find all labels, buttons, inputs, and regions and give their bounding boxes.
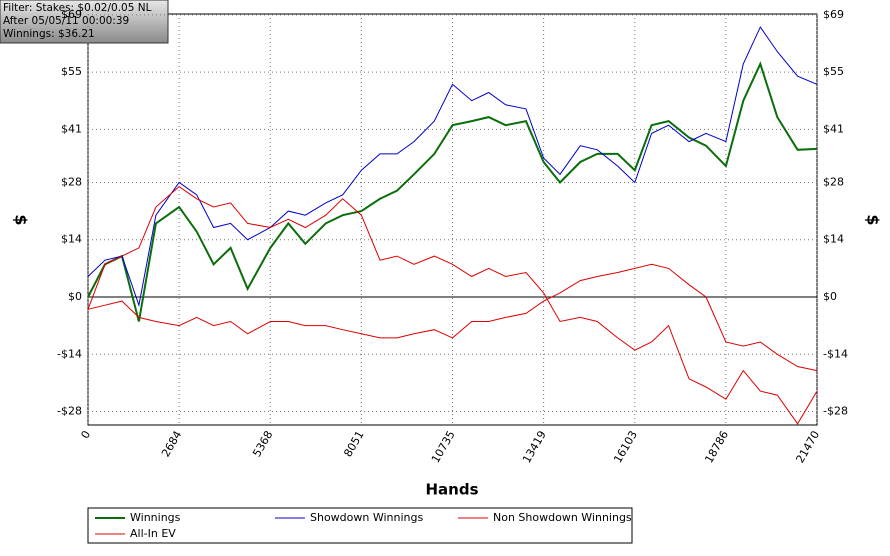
legend-label: All-In EV	[130, 527, 176, 540]
y-tick-label: $28	[61, 175, 82, 188]
x-tick-label: 5368	[250, 429, 275, 460]
filter-text: Filter: Stakes: $0.02/0.05 NL	[3, 2, 152, 14]
x-tick-label: 0	[78, 429, 93, 442]
x-tick-label: 13419	[520, 429, 549, 466]
filter-box	[0, 0, 169, 44]
plot-frame	[87, 13, 818, 426]
y2-tick-label: $55	[823, 65, 844, 78]
x-tick-label: 18786	[702, 429, 731, 466]
y2-axis-title: $	[864, 214, 883, 225]
y-tick-label: $41	[61, 122, 82, 135]
legend-label: Non Showdown Winnings	[493, 511, 632, 524]
y-axis-title: $	[12, 214, 31, 225]
series-line	[87, 185, 818, 425]
x-tick-label: 21470	[793, 429, 822, 466]
x-tick-label: 8051	[341, 429, 366, 460]
series-line	[87, 263, 818, 372]
series-line	[87, 61, 818, 322]
y2-tick-label: $41	[823, 122, 844, 135]
y-tick-label: $55	[61, 65, 82, 78]
y-tick-label: $69	[61, 8, 82, 21]
y2-tick-label: $0	[823, 290, 837, 303]
series-line	[87, 26, 818, 308]
legend	[87, 507, 633, 544]
x-tick-label: 16103	[611, 429, 640, 466]
y-tick-label: $0	[68, 290, 82, 303]
y2-tick-label: $14	[823, 233, 844, 246]
filter-text: After 05/05/11 00:00:39	[3, 15, 129, 27]
y2-tick-label: -$28	[823, 405, 848, 418]
legend-label: Winnings	[130, 511, 181, 524]
legend-label: Showdown Winnings	[310, 511, 424, 524]
y2-tick-label: -$14	[823, 347, 848, 360]
y-tick-label: $14	[61, 233, 82, 246]
x-tick-label: 2684	[159, 429, 184, 460]
filter-text: Winnings: $36.21	[3, 28, 95, 40]
x-axis-title: Hands	[425, 481, 478, 499]
y2-tick-label: $28	[823, 175, 844, 188]
y-tick-label: -$28	[57, 405, 82, 418]
y-tick-label: -$14	[57, 347, 82, 360]
x-tick-label: 10735	[429, 429, 458, 466]
y2-tick-label: $69	[823, 8, 844, 21]
